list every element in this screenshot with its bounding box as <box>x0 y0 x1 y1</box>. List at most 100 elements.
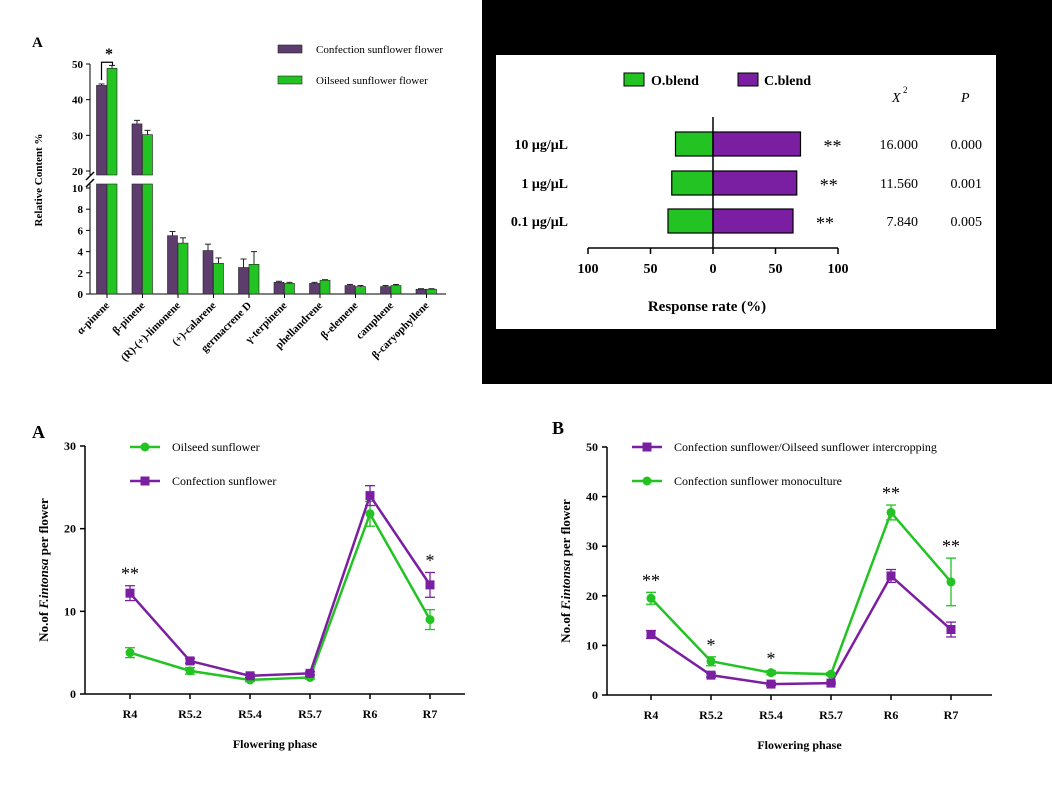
y-tick-label: 10 <box>586 638 598 652</box>
x-axis-title: Response rate (%) <box>648 299 766 315</box>
data-point <box>125 648 135 658</box>
bar <box>167 235 178 295</box>
line-chart-b: B 0 10 20 30 40 50 No.of F.intonsa per flower R4… <box>552 418 992 752</box>
series-line <box>129 510 432 682</box>
significance-marker: ** <box>816 213 834 233</box>
legend-label: Confection sunflower <box>172 474 276 488</box>
legend-marker <box>642 442 652 452</box>
chi-square-value: 11.560 <box>880 177 918 192</box>
bar <box>309 283 320 295</box>
axis-break-mark <box>85 171 95 181</box>
response-rate-chart: O.blend C.blend X2 P 10 μg/μL ** 16.000 0.000 1 … <box>511 72 983 315</box>
x-tick-label: 100 <box>828 262 849 277</box>
bar <box>202 250 214 295</box>
y-tick-label: 20 <box>64 522 76 536</box>
bar <box>96 85 107 176</box>
legend-label: O.blend <box>651 74 699 89</box>
x-tick-label: R5.2 <box>178 707 202 721</box>
data-point <box>706 656 716 666</box>
y-tick-label: 40 <box>72 95 84 107</box>
panel-label: B <box>552 418 564 438</box>
y-tick-label: 50 <box>586 440 598 454</box>
data-point <box>305 668 315 678</box>
significance-marker: * <box>767 649 776 669</box>
data-point <box>365 509 375 519</box>
bar <box>273 282 285 295</box>
x-tick-label: R5.4 <box>238 707 262 721</box>
data-point <box>646 593 656 603</box>
chi-square-value: 7.840 <box>887 215 919 230</box>
bar <box>390 285 402 295</box>
data-point <box>946 577 956 587</box>
y-tick-label: 0 <box>592 688 598 702</box>
significance-marker: ** <box>882 483 900 503</box>
legend-label: Confection sunflower monoculture <box>674 474 842 488</box>
data-point <box>886 507 896 517</box>
x-tick-label: 50 <box>644 262 658 277</box>
significance-marker: ** <box>121 564 139 584</box>
x-tick-label: R4 <box>644 708 659 722</box>
p-value: 0.001 <box>951 177 983 192</box>
bar <box>142 134 153 176</box>
y-tick-label: 30 <box>72 130 84 142</box>
x-tick-label: β-elemene <box>319 300 361 342</box>
line-chart-a: A 0 10 20 30 No.of F.intonsa per flower R4 R5.2… <box>32 422 465 751</box>
legend-label: Oilseed sunflower <box>172 440 260 454</box>
legend-label: Oilseed sunflower flower <box>316 75 428 87</box>
bar <box>355 286 366 295</box>
y-tick-label: 10 <box>64 604 76 618</box>
bar <box>213 262 224 295</box>
x-tick-label: R6 <box>884 708 899 722</box>
legend-swatch <box>623 72 645 87</box>
data-point <box>185 666 195 676</box>
p-value: 0.000 <box>951 138 983 153</box>
y-tick-label: 2 <box>78 268 84 280</box>
stats-header-chi-exp: 2 <box>903 85 908 95</box>
series-line <box>650 573 952 686</box>
bar <box>131 123 143 176</box>
y-tick-label: 30 <box>64 439 76 453</box>
legend-label: C.blend <box>764 74 811 89</box>
bar-o-blend <box>674 131 714 157</box>
chi-square-value: 16.000 <box>880 138 919 153</box>
bar <box>415 288 427 295</box>
data-point <box>826 669 836 679</box>
data-point <box>766 679 776 689</box>
y-axis-title: No.of F.intonsa per flower <box>36 498 51 642</box>
category-label: 1 μg/μL <box>521 177 568 192</box>
data-point <box>125 588 135 598</box>
data-point <box>185 656 195 666</box>
p-value: 0.005 <box>951 215 983 230</box>
bar <box>106 67 118 176</box>
significance-marker: * <box>707 635 716 655</box>
response-rate-panel: O.blend C.blend X 2 P 10 μg/μL ** 16.000 0.000 1 … <box>482 0 1052 384</box>
bar-c-blend <box>712 170 798 196</box>
line-chart-b-panel: B 0 10 20 30 40 50 No.of F.intonsa per flower R4… <box>520 400 1052 788</box>
significance-marker: ** <box>820 175 838 195</box>
significance-marker: ** <box>824 136 842 156</box>
y-tick-label: 20 <box>586 589 598 603</box>
data-point <box>886 571 896 581</box>
y-tick-label: 0 <box>70 687 76 701</box>
x-tick-label: R5.7 <box>298 707 322 721</box>
data-point <box>425 580 435 590</box>
bar <box>319 279 331 295</box>
bar <box>426 288 437 295</box>
legend-swatch <box>277 75 303 85</box>
x-tick-label: R7 <box>944 708 959 722</box>
panel-label: A <box>32 35 43 51</box>
category-label: 10 μg/μL <box>514 138 568 153</box>
bar <box>238 267 249 295</box>
bar <box>284 283 295 295</box>
data-point <box>365 491 375 501</box>
x-tick-label: R6 <box>363 707 378 721</box>
x-tick-label: R7 <box>423 707 438 721</box>
x-tick-label: R4 <box>123 707 138 721</box>
x-tick-label: 0 <box>710 262 717 277</box>
bar <box>177 242 189 295</box>
bar <box>96 183 107 295</box>
y-tick-label: 6 <box>78 225 84 237</box>
category-label: 0.1 μg/μL <box>511 215 568 230</box>
y-tick-label: 40 <box>586 490 598 504</box>
data-point <box>766 668 776 678</box>
